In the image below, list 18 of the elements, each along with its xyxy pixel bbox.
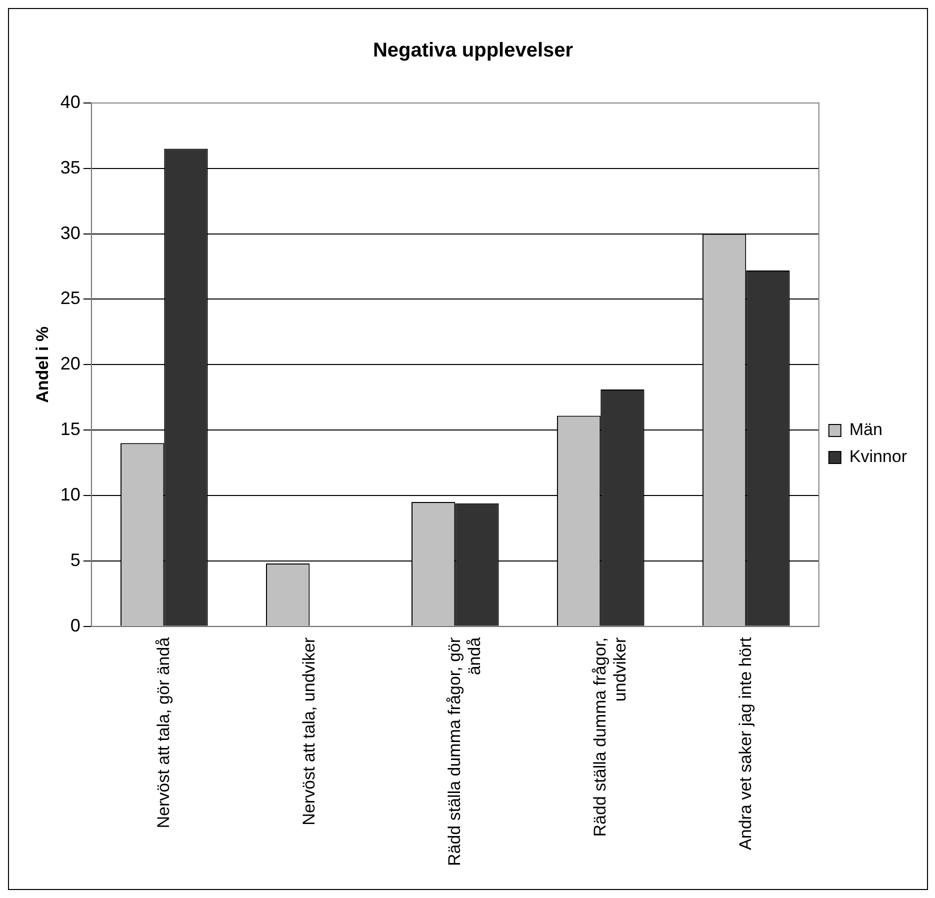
y-tick-label: 10 bbox=[60, 484, 80, 504]
x-tick-label: Nervöst att tala, gör ändå bbox=[154, 636, 173, 828]
y-tick-label: 20 bbox=[60, 354, 80, 374]
legend-label: Kvinnor bbox=[849, 447, 908, 466]
y-tick-label: 0 bbox=[70, 615, 80, 636]
legend-label: Män bbox=[849, 420, 882, 440]
y-tick-label: 15 bbox=[60, 419, 80, 440]
y-axis-title: Andel i % bbox=[32, 326, 52, 403]
x-tick-label: Rädd ställa dumma frågor, undviker bbox=[590, 637, 630, 837]
y-tick-label: 5 bbox=[70, 550, 80, 570]
chart-title: Negativa upplevelser bbox=[372, 40, 574, 62]
y-tick-label: 30 bbox=[60, 222, 80, 243]
y-tick-label: 25 bbox=[60, 288, 80, 308]
x-tick-label: Rädd ställa dumma frågor, gör ändå bbox=[444, 636, 484, 866]
x-tick-label: Nervöst att tala, undviker bbox=[299, 636, 318, 826]
y-tick-label: 40 bbox=[60, 92, 80, 112]
y-tick-label: 35 bbox=[60, 157, 80, 178]
x-tick-label: Andra vet saker jag inte hört bbox=[736, 637, 755, 850]
